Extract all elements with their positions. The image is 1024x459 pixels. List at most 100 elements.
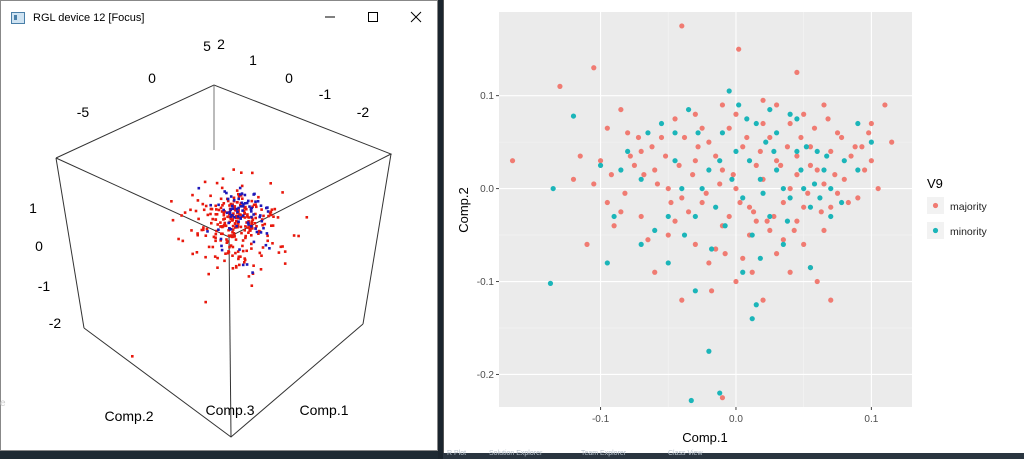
- legend-title: V9: [927, 176, 943, 191]
- point-minority: [240, 201, 244, 205]
- point-majority: [801, 204, 807, 210]
- point-minority: [237, 220, 240, 223]
- point-majority: [236, 250, 240, 253]
- point-majority: [235, 266, 238, 269]
- point-majority: [838, 134, 845, 141]
- point-majority: [210, 221, 213, 225]
- point-majority: [204, 204, 208, 208]
- point-majority: [204, 234, 208, 237]
- point-majority: [202, 228, 205, 232]
- point-majority: [862, 167, 868, 173]
- point-majority: [236, 216, 240, 220]
- point-majority: [866, 130, 872, 136]
- minimize-button[interactable]: [319, 7, 341, 27]
- point-majority: [232, 232, 236, 235]
- point-majority: [266, 239, 269, 243]
- taskbar-item[interactable]: R Plot: [447, 450, 467, 457]
- point-minority: [771, 148, 777, 155]
- point-minority: [763, 139, 769, 145]
- point-majority: [243, 258, 247, 262]
- point-majority: [212, 235, 216, 239]
- point-minority: [733, 148, 739, 155]
- maximize-button[interactable]: [362, 7, 384, 27]
- point-minority: [266, 210, 270, 213]
- point-minority: [236, 215, 240, 218]
- point-majority: [231, 224, 235, 228]
- point-majority: [746, 204, 753, 210]
- point-majority: [224, 252, 227, 255]
- point-minority: [260, 219, 264, 223]
- point-majority: [703, 190, 709, 196]
- point-majority: [760, 97, 766, 103]
- point-minority: [855, 120, 861, 127]
- point-majority: [780, 237, 786, 243]
- point-majority: [726, 125, 732, 131]
- point-minority: [227, 221, 230, 225]
- point-majority: [618, 106, 624, 113]
- point-majority: [243, 216, 247, 219]
- point-majority: [828, 297, 834, 303]
- point-majority: [509, 158, 516, 164]
- point-minority: [618, 167, 624, 173]
- point-minority: [231, 214, 234, 217]
- taskbar-item[interactable]: Team Explorer: [581, 450, 627, 457]
- close-button[interactable]: [405, 7, 427, 27]
- point-minority: [265, 206, 268, 210]
- point-minority: [241, 209, 244, 212]
- point-minority: [757, 255, 763, 261]
- point-minority: [811, 181, 818, 187]
- rgl-3d-plot[interactable]: -5 0 5 2 1 0 -1 -2 1 0 -1 -2 Comp.2 Comp…: [1, 35, 437, 450]
- point-majority: [244, 236, 247, 240]
- point-majority: [733, 185, 739, 192]
- point-majority: [261, 223, 264, 227]
- taskbar-item[interactable]: Class View: [668, 450, 703, 457]
- point-minority: [688, 397, 694, 404]
- point-majority: [652, 269, 658, 275]
- title-bar[interactable]: RGL device 12 [Focus]: [1, 1, 437, 35]
- point-minority: [638, 176, 644, 182]
- point-majority: [665, 232, 671, 238]
- point-majority: [222, 212, 226, 215]
- point-majority: [250, 199, 254, 203]
- point-majority: [237, 222, 240, 225]
- ggplot-scatter[interactable]: -0.1 0.0 0.1 -0.2 -0.1 0.0 0.1 Comp.1 Comp.2 V…: [444, 0, 1024, 453]
- point-majority: [271, 224, 275, 227]
- point-minority: [736, 102, 742, 108]
- point-majority: [882, 102, 888, 108]
- point-minority: [237, 206, 240, 210]
- point-majority: [557, 83, 563, 89]
- point-minority: [228, 210, 232, 214]
- point-majority: [252, 264, 255, 267]
- point-minority: [828, 185, 834, 192]
- point-majority: [223, 221, 227, 225]
- point-majority: [251, 218, 255, 221]
- point-majority: [257, 195, 260, 199]
- point-majority: [250, 247, 253, 250]
- point-majority: [243, 229, 246, 232]
- point-minority: [245, 201, 249, 205]
- point-majority: [828, 204, 834, 210]
- point-majority: [222, 213, 226, 217]
- point-minority: [229, 195, 233, 198]
- point-minority: [722, 223, 728, 229]
- point-majority: [722, 251, 728, 257]
- point-majority: [622, 190, 628, 196]
- point-majority: [238, 255, 242, 258]
- point-majority: [625, 130, 631, 136]
- point-majority: [685, 209, 692, 215]
- point-majority: [204, 255, 207, 259]
- point-minority: [597, 162, 604, 168]
- point-majority: [679, 297, 685, 303]
- point-minority: [252, 240, 256, 244]
- point-minority: [672, 158, 678, 164]
- point-majority: [237, 195, 241, 198]
- point-majority: [231, 235, 234, 239]
- point-majority: [226, 251, 230, 255]
- point-majority: [240, 184, 244, 188]
- axes: -0.1 0.0 0.1 -0.2 -0.1 0.0 0.1: [477, 91, 879, 425]
- point-minority: [695, 130, 701, 136]
- point-majority: [699, 199, 705, 206]
- point-majority: [604, 199, 610, 206]
- taskbar-item[interactable]: Solution Explorer: [489, 450, 543, 457]
- point-minority: [773, 130, 780, 136]
